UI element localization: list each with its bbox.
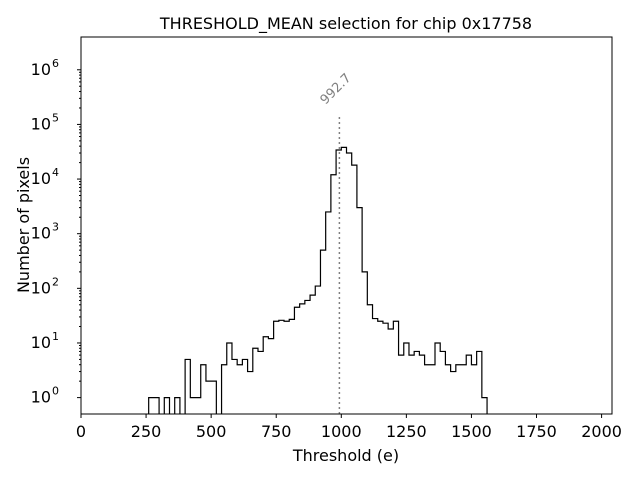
plot-area: 992.7	[80, 36, 613, 415]
y-tick-label: 10	[31, 169, 51, 188]
y-tick-label: 10	[31, 278, 51, 297]
x-axis: 0 250 500 750 1000 1250 1500 1750 2000	[76, 414, 622, 441]
y-tick-label: 10	[31, 388, 51, 407]
x-tick-label: 1250	[386, 422, 427, 441]
y-tick-label: 10	[31, 224, 51, 243]
y-tick-exponent: 6	[52, 57, 59, 70]
x-tick-label: 0	[76, 422, 86, 441]
x-tick-label: 250	[131, 422, 162, 441]
y-tick-exponent: 4	[52, 166, 59, 179]
plot-frame	[80, 36, 613, 415]
chart-title: THRESHOLD_MEAN selection for chip 0x1775…	[159, 14, 532, 34]
y-tick-exponent: 3	[52, 221, 59, 234]
x-tick-label: 1500	[451, 422, 492, 441]
y-tick-exponent: 0	[52, 385, 59, 398]
y-tick-exponent: 2	[52, 275, 59, 288]
y-tick-label: 10	[31, 333, 51, 352]
y-tick-label: 10	[31, 114, 51, 133]
x-tick-label: 1750	[516, 422, 557, 441]
x-tick-label: 500	[196, 422, 227, 441]
x-tick-label: 2000	[581, 422, 622, 441]
plot-background	[81, 37, 612, 414]
y-tick-exponent: 5	[52, 111, 59, 124]
histogram-step-line	[148, 146, 488, 414]
y-axis-label: Number of pixels	[14, 157, 33, 293]
y-tick-label: 10	[31, 60, 51, 79]
x-axis-label: Threshold (e)	[292, 446, 399, 465]
y-tick-exponent: 1	[52, 330, 59, 343]
x-tick-label: 750	[261, 422, 292, 441]
x-tick-label: 1000	[321, 422, 362, 441]
